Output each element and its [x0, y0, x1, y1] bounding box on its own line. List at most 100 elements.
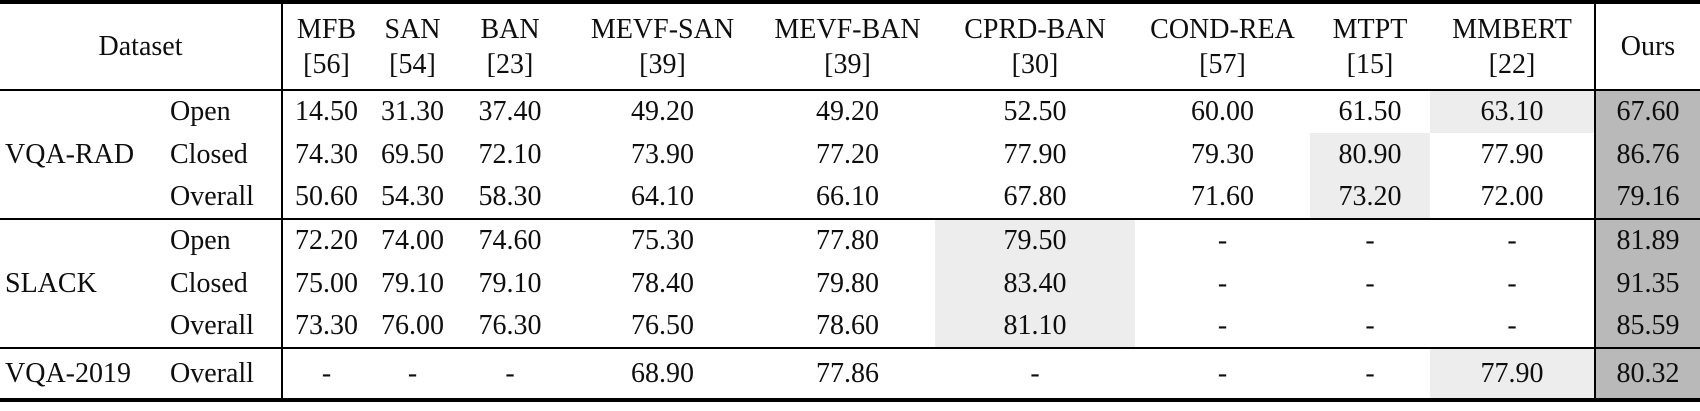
- ours-value-cell: 85.59: [1594, 305, 1700, 348]
- dataset-header: Dataset: [0, 2, 283, 91]
- value-cell: 52.50: [1003, 96, 1067, 127]
- value-cell-second-best: 63.10: [1430, 90, 1595, 133]
- method-name: CPRD-BAN: [964, 13, 1106, 45]
- method-ref: [23]: [486, 48, 534, 80]
- row-label: Open: [160, 218, 283, 262]
- method-header: COND-REA [57]: [1135, 2, 1310, 91]
- value-cell: 79.10: [381, 267, 444, 299]
- method-header: MEVF-BAN [39]: [760, 2, 935, 91]
- value-cell: 54.30: [381, 181, 444, 212]
- method-ref: [57]: [1199, 48, 1246, 80]
- value-cell: -: [935, 347, 1135, 400]
- value-cell: 67.80: [1003, 181, 1067, 212]
- method-header: MMBERT [22]: [1430, 2, 1595, 91]
- value-cell: 77.90: [1480, 138, 1544, 170]
- value-cell: 76.30: [478, 310, 542, 341]
- row-label: Open: [160, 90, 283, 133]
- method-ref: [56]: [303, 48, 350, 80]
- value-cell: 76.00: [381, 310, 444, 341]
- value-cell: 49.20: [816, 96, 879, 127]
- ours-header: Ours: [1594, 2, 1700, 91]
- value-cell-second-best: 81.10: [935, 305, 1135, 348]
- method-header: MTPT [15]: [1310, 2, 1430, 91]
- results-table: Dataset MFB [56] SAN [54] BAN [23] MEVF-SAN [39…: [0, 0, 1700, 402]
- value-cell: 31.30: [381, 96, 444, 127]
- value-cell: -: [1135, 347, 1310, 400]
- value-cell: -: [455, 347, 565, 400]
- value-cell-second-best: 83.40: [935, 262, 1135, 305]
- header-row: Dataset MFB [56] SAN [54] BAN [23] MEVF-SAN [39…: [0, 2, 1700, 91]
- value-cell: 75.30: [565, 218, 760, 262]
- method-name: MTPT: [1332, 13, 1408, 45]
- method-header: MEVF-SAN [39]: [565, 2, 760, 91]
- value-cell: -: [1507, 310, 1517, 341]
- method-ref: [15]: [1346, 48, 1394, 80]
- method-name: MEVF-BAN: [774, 13, 921, 45]
- value-cell: 78.40: [631, 267, 694, 299]
- value-cell-second-best: 79.50: [935, 218, 1135, 262]
- value-cell: -: [1217, 310, 1228, 341]
- value-cell: 64.10: [631, 181, 694, 212]
- value-cell: 74.00: [370, 218, 455, 262]
- value-cell: 61.50: [1338, 96, 1402, 127]
- value-cell: 37.40: [478, 96, 542, 127]
- value-cell: 73.90: [631, 138, 694, 170]
- ours-value-cell: 80.32: [1594, 347, 1700, 400]
- value-cell: -: [282, 347, 370, 400]
- ours-value-cell: 86.76: [1594, 133, 1700, 176]
- row-label: Closed: [160, 133, 283, 176]
- value-cell: -: [370, 347, 455, 400]
- value-cell: -: [1310, 347, 1430, 400]
- value-cell: 75.00: [295, 267, 358, 299]
- method-ref: [54]: [389, 48, 436, 80]
- method-header: BAN [23]: [455, 2, 565, 91]
- value-cell: 77.80: [760, 218, 935, 262]
- value-cell: 60.00: [1191, 96, 1254, 127]
- row-label: Overall: [160, 305, 283, 348]
- value-cell: -: [1507, 267, 1517, 299]
- value-cell: -: [1217, 267, 1228, 299]
- method-ref: [22]: [1488, 48, 1536, 80]
- row-label: Overall: [160, 176, 283, 219]
- table-row: VQA-2019 Overall - - -68.90 77.86- - -77.90 80.3…: [0, 347, 1700, 400]
- value-cell: 69.50: [381, 138, 444, 170]
- value-cell-second-best: 73.20: [1310, 176, 1430, 219]
- method-ref: [30]: [1011, 48, 1059, 80]
- value-cell: 72.00: [1480, 181, 1544, 212]
- dataset-label: SLACK: [0, 218, 160, 348]
- value-cell: -: [1365, 310, 1375, 341]
- value-cell: 74.30: [295, 138, 358, 170]
- method-header: MFB [56]: [282, 2, 370, 91]
- value-cell: 74.60: [455, 218, 565, 262]
- table-row: VQA-RAD Open 14.50 31.30 37.40 49.20 49.20 52.5…: [0, 90, 1700, 170]
- method-ref: [39]: [824, 48, 871, 80]
- value-cell: -: [1430, 218, 1595, 262]
- value-cell: 79.30: [1191, 138, 1254, 170]
- method-name: MFB: [296, 13, 357, 45]
- ours-value-cell: 67.60: [1594, 90, 1700, 133]
- value-cell-second-best: 80.90: [1310, 133, 1430, 176]
- table-row: SLACK Open 72.20 74.00 74.60 75.30 77.80 79.50-…: [0, 218, 1700, 348]
- row-label: Overall: [160, 347, 283, 400]
- method-name: SAN: [384, 13, 441, 45]
- value-cell: 14.50: [295, 96, 358, 127]
- value-cell-second-best: 77.90: [1430, 347, 1595, 400]
- value-cell: -: [1365, 267, 1375, 299]
- table-row: Overall 50.60 54.30 58.30 64.10 66.10 67.80 71.…: [0, 176, 1700, 219]
- value-cell: 78.60: [816, 310, 879, 341]
- value-cell: 79.80: [816, 267, 879, 299]
- value-cell: 50.60: [295, 181, 358, 212]
- table-row: Closed 75.00 79.10 79.10 78.40 79.80 83.40 - - - 9…: [0, 262, 1700, 305]
- value-cell: 77.20: [816, 138, 879, 170]
- method-name: MMBERT: [1452, 13, 1572, 45]
- value-cell: 76.50: [631, 310, 694, 341]
- ours-value-cell: 91.35: [1594, 262, 1700, 305]
- ours-value-cell: 79.16: [1594, 176, 1700, 219]
- value-cell: -: [1310, 218, 1430, 262]
- dataset-label: VQA-RAD: [5, 138, 135, 170]
- method-header: SAN [54]: [370, 2, 455, 91]
- value-cell: 58.30: [478, 181, 542, 212]
- value-cell: -: [1135, 218, 1310, 262]
- method-name: BAN: [480, 13, 540, 45]
- method-name: COND-REA: [1150, 13, 1295, 45]
